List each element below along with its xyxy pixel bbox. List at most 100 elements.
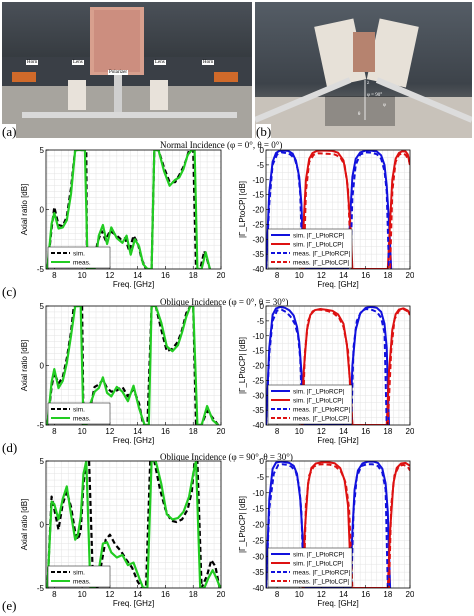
y-tick-label: -5: [257, 473, 265, 482]
y-tick-label: -15: [252, 347, 264, 356]
x-tick-label: 14: [133, 590, 142, 599]
y-axis-label: Axial ratio [dB]: [20, 184, 29, 236]
legend-label: sim. |Γ_LPtoLCP|: [293, 561, 344, 568]
x-tick-label: 8: [52, 271, 57, 280]
photo-a-label-polarizer: Polarizer: [108, 70, 129, 75]
x-tick-label: 8: [275, 427, 280, 436]
x-tick-label: 18: [383, 271, 392, 280]
legend-box: [267, 547, 353, 588]
y-tick-label: -10: [252, 176, 264, 185]
y-tick-label: -25: [252, 376, 264, 385]
y-tick-label: 5: [40, 147, 45, 155]
x-tick-label: 12: [105, 427, 114, 436]
x-axis-label: Freq. [GHz]: [113, 436, 154, 445]
x-tick-label: 10: [295, 271, 304, 280]
legend-label: meas.: [73, 579, 91, 586]
x-tick-label: 8: [52, 590, 57, 599]
y-tick-label: -35: [252, 250, 264, 259]
x-tick-label: 16: [161, 427, 170, 436]
y-tick-label: -20: [252, 206, 264, 215]
x-tick-label: 18: [189, 590, 198, 599]
x-tick-label: 16: [361, 590, 370, 599]
y-tick-label: 5: [40, 458, 45, 466]
panel-label-d: (d): [2, 440, 18, 455]
panel-label-b: (b): [256, 124, 272, 140]
row-title-normal: Normal Incidence (φ = 0°, θ = 0°): [160, 140, 283, 150]
y-tick-label: -30: [252, 391, 264, 400]
axial-ratio-chart-normal: 8 10 12 14 16 18 20 -5 0 5 Freq. [GHz] Axial ratio …: [20, 147, 225, 289]
photo-b: φ = 90° φ z θ: [255, 2, 472, 138]
row-title-oblique-phi90: Oblique Incidence (φ = 90°, θ = 30°): [160, 452, 293, 462]
y-tick-label: -10: [252, 332, 264, 341]
series-group: [266, 306, 410, 425]
x-tick-label: 16: [161, 271, 170, 280]
y-tick-label: 0: [40, 206, 45, 215]
photo-b-label-z: z: [367, 81, 370, 86]
series-group: [46, 306, 220, 425]
photo-a-label-lens-right: Lens: [154, 60, 166, 65]
photo-b-label-phi90: φ = 90°: [367, 93, 383, 98]
x-tick-label: 14: [339, 427, 348, 436]
y-tick-label: -5: [37, 584, 45, 593]
x-tick-label: 8: [275, 590, 280, 599]
series-line-0: [266, 306, 390, 425]
y-tick-label: -40: [252, 584, 264, 593]
x-tick-label: 12: [317, 427, 326, 436]
panel-label-a: (a): [2, 124, 17, 140]
axial-ratio-chart-oblique-phi90: 8 10 12 14 16 18 20 -5 0 5 Freq. [GHz] Axial ratio …: [20, 458, 225, 608]
series-line-1: [46, 306, 219, 425]
y-tick-label: -10: [252, 489, 264, 498]
legend-label: meas. |Γ_LPtoRCP|: [293, 570, 350, 577]
legend-label: meas. |Γ_LPtoLCP|: [293, 260, 349, 267]
x-tick-label: 20: [217, 590, 225, 599]
y-tick-label: -40: [252, 265, 264, 274]
gamma-chart-oblique-phi90: 8 10 12 14 16 18 20 -40 -35 -30 -25 -20 -15 -10 -5 0 Fre…: [238, 458, 414, 608]
x-tick-label: 10: [78, 590, 87, 599]
x-tick-label: 8: [275, 271, 280, 280]
x-tick-label: 10: [78, 271, 87, 280]
x-tick-label: 14: [339, 590, 348, 599]
y-tick-label: 0: [40, 521, 45, 530]
photo-a-label-horn-left: Horn: [26, 60, 39, 65]
series-group: [46, 150, 211, 269]
y-tick-label: 0: [260, 147, 265, 155]
x-tick-label: 8: [52, 427, 57, 436]
y-tick-label: -20: [252, 521, 264, 530]
x-tick-label: 12: [105, 271, 114, 280]
series-line-1: [46, 150, 211, 269]
series-line-1: [46, 461, 221, 588]
x-tick-label: 12: [105, 590, 114, 599]
y-tick-label: -25: [252, 220, 264, 229]
panel-label-e: (e): [2, 598, 17, 613]
x-tick-label: 10: [78, 427, 87, 436]
y-tick-label: -15: [252, 505, 264, 514]
legend-label: sim.: [73, 251, 85, 258]
legend-label: meas.: [73, 260, 91, 267]
y-tick-label: -30: [252, 552, 264, 561]
x-tick-label: 20: [406, 427, 414, 436]
series-line-3: [302, 463, 410, 588]
x-tick-label: 14: [133, 271, 142, 280]
photo-b-label-phi: φ: [383, 103, 386, 108]
x-tick-label: 12: [317, 590, 326, 599]
y-tick-label: 0: [40, 362, 45, 371]
photo-a-label-lens-left: Lens: [72, 60, 84, 65]
series-group: [46, 461, 221, 588]
y-tick-label: -5: [257, 317, 265, 326]
series-line-0: [266, 150, 393, 269]
series-group: [266, 150, 410, 269]
series-line-1: [300, 150, 410, 269]
gamma-chart-oblique-phi0: 8 10 12 14 16 18 20 -40 -35 -30 -25 -20 -15 -10 -5 0 Fre…: [238, 303, 414, 445]
legend-label: meas. |Γ_LPtoLCP|: [293, 416, 349, 423]
y-tick-label: -40: [252, 421, 264, 430]
x-axis-label: Freq. [GHz]: [113, 280, 154, 289]
legend-label: sim. |Γ_LPtoLCP|: [293, 242, 344, 249]
y-axis-label: Axial ratio [dB]: [20, 499, 29, 551]
y-tick-label: -20: [252, 362, 264, 371]
legend-label: meas. |Γ_LPtoRCP|: [293, 251, 350, 258]
y-tick-label: -5: [37, 265, 45, 274]
legend-label: sim. |Γ_LPtoRCP|: [293, 389, 345, 396]
photo-a: Horn Lens Polarizer Lens Horn: [2, 2, 252, 138]
legend-label: sim.: [73, 570, 85, 577]
y-tick-label: -35: [252, 568, 264, 577]
